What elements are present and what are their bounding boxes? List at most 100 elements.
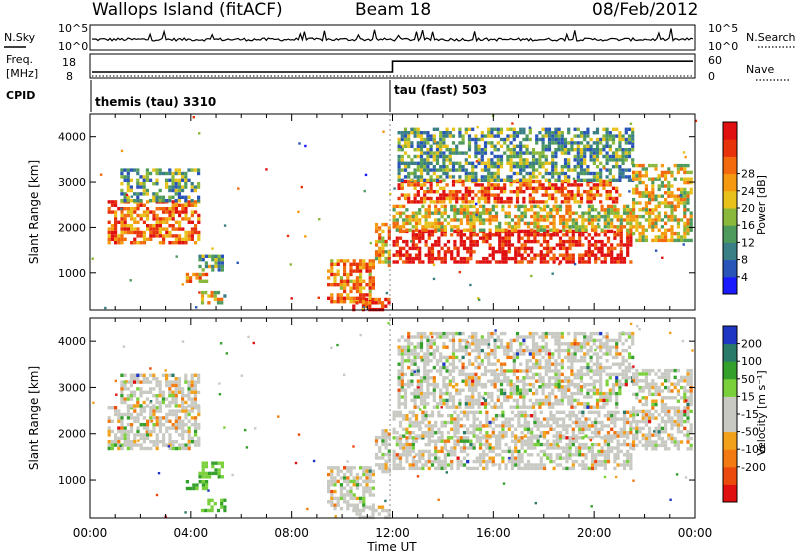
data-cell <box>608 134 612 138</box>
data-cell <box>605 179 609 184</box>
data-cell <box>557 178 561 182</box>
data-cell <box>136 380 140 384</box>
data-cell <box>368 259 372 263</box>
data-cell <box>501 204 505 209</box>
data-cell <box>330 493 334 497</box>
data-cell <box>528 178 532 182</box>
data-cell <box>512 190 516 194</box>
data-cell <box>142 390 146 394</box>
data-cell <box>554 398 558 403</box>
data-cell <box>110 227 114 231</box>
data-cell <box>507 424 511 428</box>
data-cell <box>603 456 607 460</box>
nsky-tick-top: 10^5 <box>58 22 88 35</box>
data-cell <box>461 134 465 138</box>
data-cell <box>365 262 369 266</box>
data-cell <box>178 237 182 241</box>
data-cell <box>152 440 156 444</box>
data-cell <box>442 342 446 346</box>
data-cell <box>478 424 483 428</box>
data-cell <box>683 180 687 185</box>
data-cell <box>615 148 619 152</box>
noise-cell <box>378 228 381 232</box>
data-cell <box>136 168 140 172</box>
data-cell <box>158 230 162 235</box>
data-cell <box>648 211 652 215</box>
data-cell <box>445 385 449 389</box>
data-cell <box>126 178 130 182</box>
data-cell <box>522 391 526 396</box>
data-cell <box>368 489 372 494</box>
data-cell <box>459 424 463 428</box>
data-cell <box>613 417 617 421</box>
data-cell <box>430 243 435 247</box>
data-cell <box>397 175 401 179</box>
data-cell <box>462 446 467 450</box>
data-cell <box>603 211 607 215</box>
data-cell <box>531 196 536 201</box>
data-cell <box>592 161 596 165</box>
data-cell <box>602 398 606 403</box>
data-cell <box>498 442 502 447</box>
data-cell <box>448 355 452 360</box>
data-cell <box>330 483 334 487</box>
data-cell <box>120 220 124 224</box>
data-cell <box>195 272 199 277</box>
data-cell <box>594 417 598 421</box>
data-cell <box>467 134 472 138</box>
data-cell <box>498 260 502 264</box>
data-cell <box>201 471 205 476</box>
data-cell <box>519 388 523 392</box>
data-cell <box>424 434 428 438</box>
data-cell <box>600 243 604 247</box>
data-cell <box>584 442 588 447</box>
data-cell <box>605 158 609 162</box>
data-cell <box>330 269 334 273</box>
data-cell <box>204 475 208 479</box>
data-cell <box>507 446 511 450</box>
data-cell <box>618 144 622 148</box>
data-cell <box>407 331 411 336</box>
data-cell <box>462 228 467 232</box>
data-cell <box>496 200 500 204</box>
data-cell <box>214 261 218 265</box>
data-cell <box>504 228 508 232</box>
data-cell <box>547 131 552 135</box>
data-cell <box>374 301 378 305</box>
data-cell <box>683 177 687 181</box>
data-cell <box>194 429 198 434</box>
data-cell <box>442 331 446 336</box>
data-cell <box>616 243 620 247</box>
data-cell <box>615 178 619 182</box>
data-cell <box>211 254 215 258</box>
data-cell <box>517 260 521 264</box>
data-cell <box>195 483 199 487</box>
data-cell <box>549 453 553 457</box>
data-cell <box>184 394 188 398</box>
data-cell <box>126 406 130 410</box>
data-cell <box>574 417 579 421</box>
data-cell <box>522 144 526 148</box>
data-cell <box>632 163 636 168</box>
data-cell <box>174 383 178 388</box>
data-cell <box>472 239 476 244</box>
data-cell <box>613 459 617 464</box>
data-cell <box>387 456 391 460</box>
noise-cell <box>175 255 178 258</box>
data-cell <box>570 391 574 396</box>
data-cell <box>456 260 460 264</box>
data-cell <box>371 286 375 290</box>
data-cell <box>448 161 452 165</box>
data-cell <box>451 190 456 194</box>
data-cell <box>355 496 359 501</box>
data-cell <box>432 200 436 204</box>
data-cell <box>603 459 607 464</box>
data-cell <box>352 304 356 308</box>
data-cell <box>483 402 488 406</box>
data-cell <box>622 463 627 467</box>
data-cell <box>522 183 526 187</box>
data-cell <box>435 362 440 366</box>
data-cell <box>171 440 175 444</box>
data-cell <box>589 158 593 162</box>
data-cell <box>592 171 596 176</box>
